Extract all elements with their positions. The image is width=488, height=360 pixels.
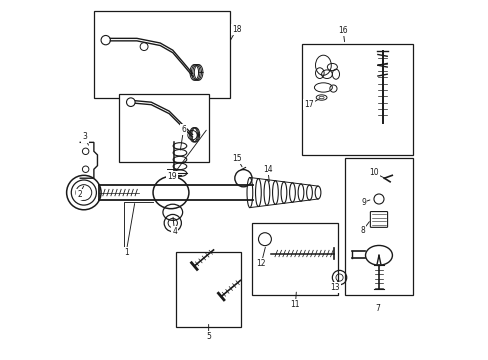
Text: 6: 6 — [181, 125, 185, 134]
Text: 17: 17 — [304, 100, 313, 109]
Text: 5: 5 — [206, 332, 211, 341]
Text: 19: 19 — [167, 172, 177, 181]
Text: 8: 8 — [360, 226, 365, 235]
Text: 1: 1 — [123, 248, 128, 257]
Text: 9: 9 — [360, 198, 365, 207]
Text: 18: 18 — [231, 25, 241, 34]
Text: 7: 7 — [375, 303, 380, 312]
Text: 16: 16 — [338, 26, 347, 35]
Text: 3: 3 — [82, 132, 87, 141]
Text: 12: 12 — [256, 259, 265, 268]
Text: 2: 2 — [77, 190, 82, 199]
FancyBboxPatch shape — [369, 212, 387, 227]
Text: 15: 15 — [232, 154, 242, 163]
Text: 13: 13 — [329, 283, 339, 292]
Bar — [119, 94, 208, 162]
Bar — [301, 44, 412, 155]
Text: 11: 11 — [290, 300, 300, 309]
Text: 10: 10 — [369, 168, 378, 177]
Bar — [251, 223, 337, 295]
Text: 4: 4 — [172, 228, 177, 237]
Bar — [94, 12, 230, 98]
Bar — [176, 252, 241, 327]
Bar — [344, 158, 412, 295]
Text: 14: 14 — [263, 165, 272, 174]
